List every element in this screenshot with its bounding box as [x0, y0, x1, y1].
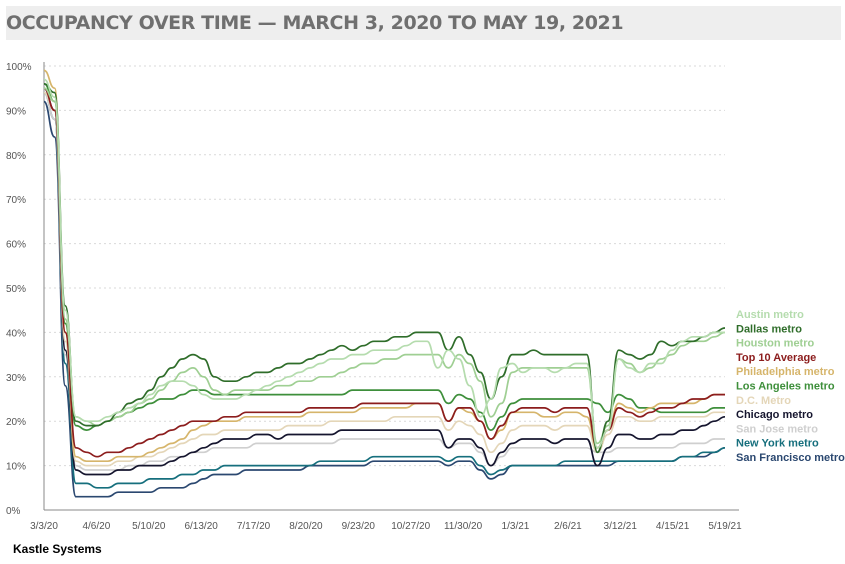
x-tick-label: 3/3/20 [30, 521, 58, 532]
x-tick-label: 6/13/20 [184, 521, 218, 532]
y-axis: 0% 10% 20% 30% 40% 50% 60% 70% 80% 90% 100% [6, 62, 32, 517]
legend-entry: Chicago metro [736, 409, 813, 421]
chart-title: OCCUPANCY OVER TIME — MARCH 3, 2020 TO M… [6, 6, 841, 40]
y-tick-label: 100% [6, 62, 32, 73]
series-line [43, 82, 726, 454]
grid [43, 62, 739, 511]
y-tick-label: 0% [6, 506, 21, 517]
legend-entry: Dallas metro [736, 323, 802, 335]
y-tick-label: 50% [6, 284, 26, 295]
x-axis: 3/3/20 4/6/20 5/10/20 6/13/20 7/17/20 8/20/20… [30, 521, 742, 532]
x-tick-label: 10/27/20 [391, 521, 430, 532]
legend-entry: New York metro [736, 438, 819, 450]
x-tick-label: 11/30/20 [444, 521, 483, 532]
x-tick-label: 7/17/20 [237, 521, 271, 532]
legend-entry: Philadelphia metro [736, 366, 835, 378]
x-tick-label: 5/19/21 [708, 521, 742, 532]
x-tick-label: 1/3/21 [502, 521, 530, 532]
legend-entry: Austin metro [736, 309, 804, 321]
series-line [43, 91, 725, 471]
x-tick-label: 8/20/20 [289, 521, 323, 532]
legend-entry: Los Angeles metro [736, 381, 835, 393]
y-tick-label: 80% [6, 151, 26, 162]
series-line [43, 91, 726, 489]
footer [0, 536, 210, 562]
x-tick-label: 2/6/21 [554, 521, 582, 532]
source-label: Kastle Systems [13, 542, 102, 556]
legend-entry: Houston metro [736, 338, 815, 350]
x-tick-label: 9/23/20 [342, 521, 376, 532]
legend-entry: San Jose metro [736, 423, 818, 435]
legend: Austin metro Dallas metro Houston metro Top… [736, 309, 845, 464]
x-tick-label: 3/12/21 [604, 521, 638, 532]
y-tick-label: 40% [6, 328, 26, 339]
series-line [43, 87, 726, 476]
x-tick-label: 5/10/20 [132, 521, 166, 532]
legend-entry: Top 10 Average [736, 352, 816, 364]
y-tick-label: 70% [6, 195, 26, 206]
legend-entry: San Francisco metro [736, 452, 845, 464]
y-tick-label: 20% [6, 417, 26, 428]
x-tick-label: 4/6/20 [82, 521, 110, 532]
series-line [43, 78, 725, 449]
x-tick-label: 4/15/21 [656, 521, 690, 532]
y-tick-label: 60% [6, 240, 26, 251]
series-line [43, 87, 726, 445]
y-tick-label: 10% [6, 462, 26, 473]
series-line [43, 82, 725, 431]
y-tick-label: 30% [6, 373, 26, 384]
y-tick-label: 90% [6, 106, 26, 117]
series-line [43, 91, 725, 467]
plot-area [43, 69, 726, 498]
legend-entry: D.C. Metro [736, 395, 791, 407]
series-line [43, 100, 726, 498]
